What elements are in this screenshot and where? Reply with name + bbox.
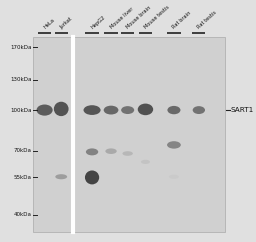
Ellipse shape xyxy=(86,148,98,155)
Ellipse shape xyxy=(54,102,69,116)
Ellipse shape xyxy=(167,106,180,114)
Text: 100kDa: 100kDa xyxy=(10,108,31,113)
Text: Mouse liver: Mouse liver xyxy=(109,7,134,30)
Ellipse shape xyxy=(138,104,153,115)
Text: HepG2: HepG2 xyxy=(90,15,106,30)
Ellipse shape xyxy=(167,141,181,149)
Ellipse shape xyxy=(141,160,150,164)
Ellipse shape xyxy=(85,170,99,184)
Ellipse shape xyxy=(122,151,133,156)
Ellipse shape xyxy=(105,148,117,154)
Text: Jurkat: Jurkat xyxy=(59,16,73,30)
Ellipse shape xyxy=(121,106,134,114)
Ellipse shape xyxy=(169,175,179,179)
Text: Rat testis: Rat testis xyxy=(197,10,218,30)
Text: Mouse brain: Mouse brain xyxy=(125,5,152,30)
Text: 40kDa: 40kDa xyxy=(14,212,31,217)
Ellipse shape xyxy=(193,106,205,114)
Bar xyxy=(33,37,225,232)
Ellipse shape xyxy=(104,106,119,114)
Ellipse shape xyxy=(37,105,53,116)
Text: 170kDa: 170kDa xyxy=(10,45,31,50)
Text: SART1: SART1 xyxy=(231,107,254,113)
Text: HeLa: HeLa xyxy=(42,17,56,30)
Text: 70kDa: 70kDa xyxy=(14,148,31,153)
Text: Mouse testis: Mouse testis xyxy=(143,5,170,30)
Ellipse shape xyxy=(55,174,67,179)
Text: Rat brain: Rat brain xyxy=(172,11,193,30)
Text: 130kDa: 130kDa xyxy=(10,77,31,82)
Ellipse shape xyxy=(83,105,101,115)
Text: 55kDa: 55kDa xyxy=(14,175,31,180)
